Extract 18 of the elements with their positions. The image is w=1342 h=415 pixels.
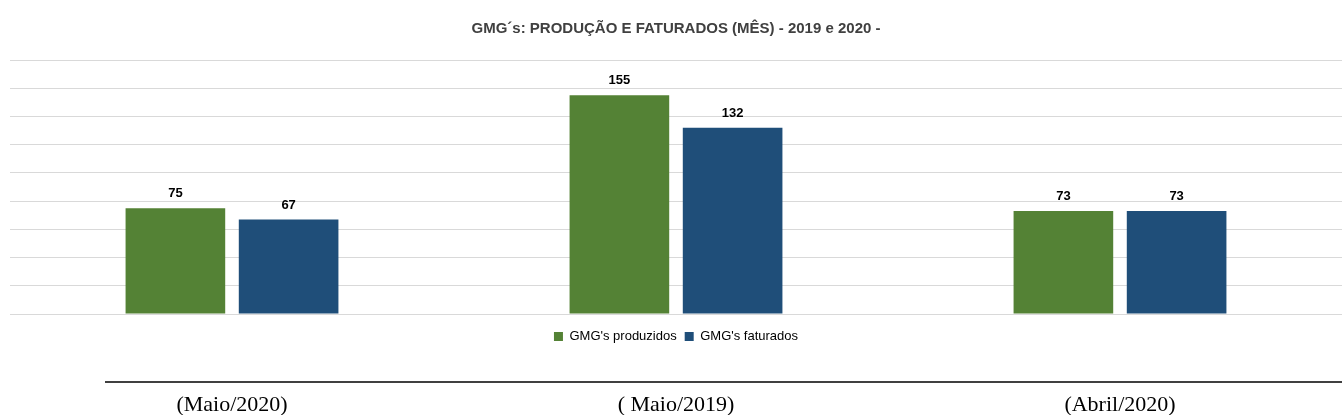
- bar: [238, 219, 339, 314]
- x-tick-label: (Maio/2020): [176, 391, 288, 415]
- bar: [682, 127, 783, 314]
- legend-label: GMG's faturados: [700, 328, 799, 344]
- x-tick-label: ( Maio/2019): [617, 391, 735, 415]
- bar: [1126, 210, 1227, 314]
- bar: [569, 95, 670, 314]
- data-label: 73: [1056, 188, 1071, 204]
- data-label: 67: [281, 196, 296, 212]
- x-tick-label: (Abril/2020): [1064, 391, 1176, 415]
- legend-label: GMG's produzidos: [569, 328, 678, 344]
- data-label: 132: [721, 104, 744, 120]
- chart-title: GMG´s: PRODUÇÃO E FATURADOS (MÊS) - 2019 e 2020 -: [471, 19, 881, 37]
- data-label: 73: [1169, 188, 1184, 204]
- bar: [1013, 210, 1114, 314]
- bar: [125, 208, 226, 314]
- data-label: 75: [168, 185, 183, 201]
- data-label: 155: [608, 72, 631, 88]
